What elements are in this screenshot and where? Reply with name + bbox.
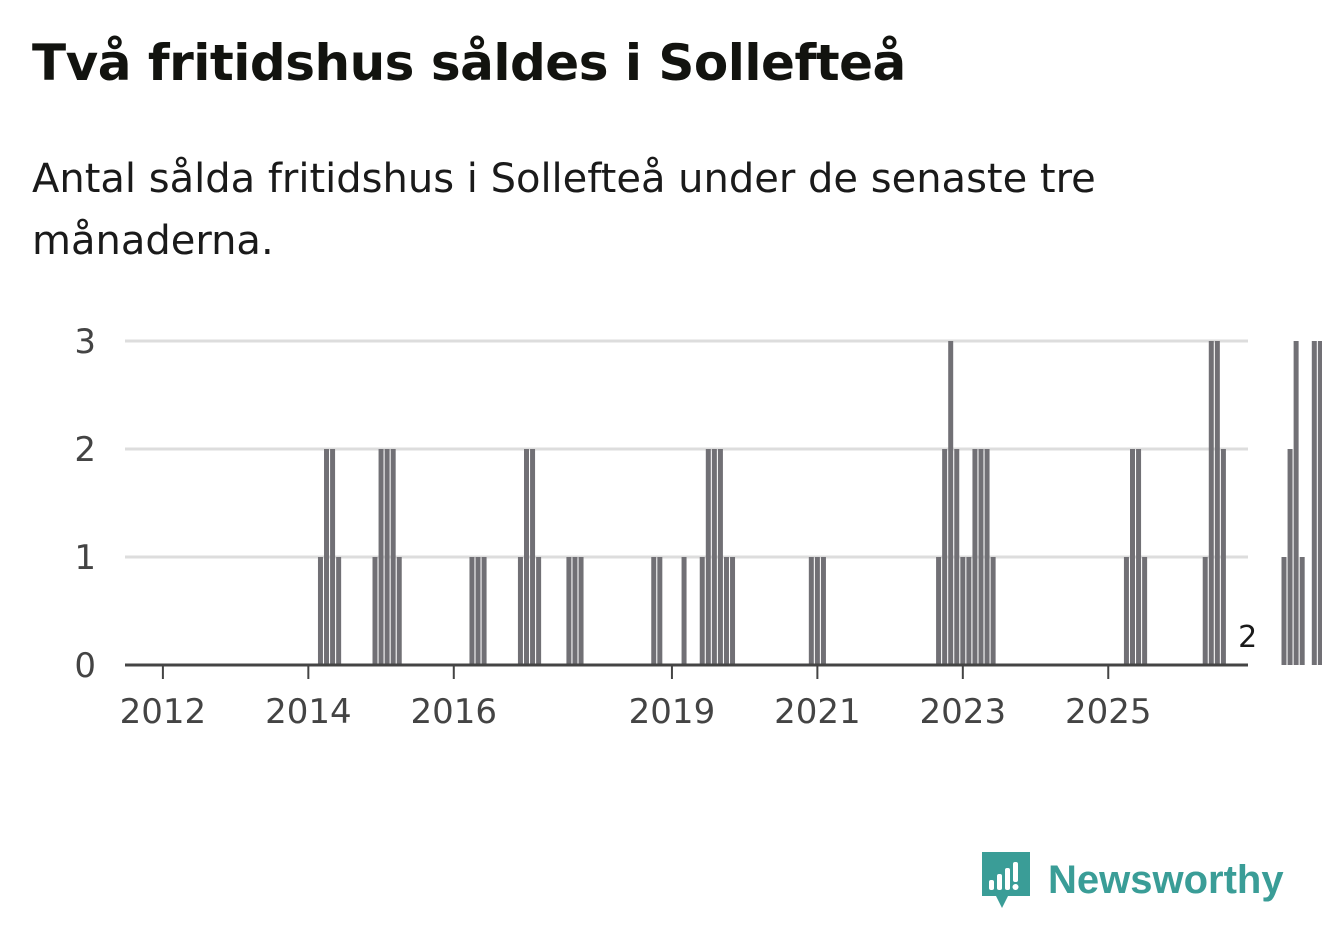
x-tick-label: 2019 xyxy=(629,692,716,732)
bar xyxy=(481,557,487,665)
bar xyxy=(1317,341,1322,665)
bar xyxy=(936,557,942,665)
bar xyxy=(651,557,657,665)
bar xyxy=(954,449,960,665)
x-tick-label: 2016 xyxy=(411,692,498,732)
bar xyxy=(396,557,402,665)
bar xyxy=(978,449,984,665)
bar xyxy=(390,449,396,665)
bar xyxy=(1299,557,1305,665)
y-tick-label: 3 xyxy=(74,322,96,362)
bar xyxy=(1287,449,1293,665)
bar xyxy=(705,449,711,665)
bar xyxy=(1202,557,1208,665)
bar xyxy=(1220,449,1226,665)
bar xyxy=(723,557,729,665)
bar xyxy=(960,557,966,665)
bar xyxy=(469,557,475,665)
bar xyxy=(1142,557,1148,665)
bar xyxy=(530,449,536,665)
bar xyxy=(984,449,990,665)
bar xyxy=(657,557,663,665)
bar xyxy=(536,557,542,665)
x-tick-label: 2014 xyxy=(265,692,352,732)
x-tick-label: 2025 xyxy=(1065,692,1152,732)
bar xyxy=(336,557,342,665)
bar xyxy=(990,557,996,665)
bar xyxy=(1130,449,1135,665)
x-tick-label: 2021 xyxy=(774,692,861,732)
bar xyxy=(330,449,336,665)
x-tick-label: 2023 xyxy=(920,692,1007,732)
page-title: Två fritidshus såldes i Sollefteå xyxy=(32,34,906,92)
bar xyxy=(566,557,572,665)
bar xyxy=(572,557,578,665)
bar xyxy=(1293,341,1299,665)
bar xyxy=(966,557,972,665)
bar xyxy=(317,557,323,665)
bar xyxy=(1123,557,1129,665)
bar xyxy=(1311,341,1317,665)
bar xyxy=(820,557,826,665)
bar xyxy=(524,449,529,665)
bar xyxy=(578,557,584,665)
bar xyxy=(324,449,330,665)
bar xyxy=(948,341,954,665)
bar xyxy=(475,557,481,665)
bar xyxy=(1281,557,1287,665)
bar xyxy=(711,449,717,665)
page-subtitle: Antal sålda fritidshus i Sollefteå under… xyxy=(32,156,1096,264)
y-tick-label: 0 xyxy=(74,646,96,686)
bar-chart: 0 1 2 3 2012 2014 2016 2019 2021 2023 2025 2 xyxy=(74,322,1322,732)
bar xyxy=(378,449,384,665)
bar xyxy=(814,557,820,665)
bar xyxy=(699,557,705,665)
bar xyxy=(1208,341,1214,665)
newsworthy-logo-icon xyxy=(982,852,1030,908)
newsworthy-brand: Newsworthy xyxy=(980,850,1284,910)
bar xyxy=(681,557,687,665)
bar xyxy=(717,449,723,665)
bar xyxy=(1136,449,1142,665)
bar xyxy=(372,557,378,665)
y-tick-label: 2 xyxy=(74,430,96,470)
bar xyxy=(808,557,814,665)
bar xyxy=(1214,341,1220,665)
y-tick-label: 1 xyxy=(74,538,96,578)
highlight-value-label: 2 xyxy=(1238,620,1257,655)
bar xyxy=(972,449,978,665)
x-tick-label: 2012 xyxy=(120,692,207,732)
bar xyxy=(384,449,390,665)
bar xyxy=(517,557,523,665)
brand-name: Newsworthy xyxy=(1048,857,1284,902)
bar xyxy=(942,449,948,665)
bar xyxy=(730,557,736,665)
